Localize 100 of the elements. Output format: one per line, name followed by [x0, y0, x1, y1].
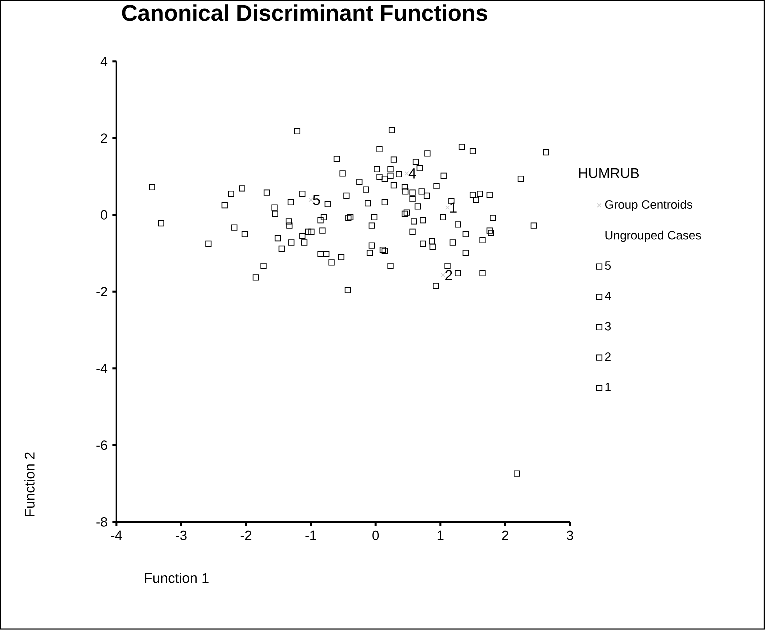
point	[402, 184, 408, 191]
point	[445, 206, 450, 210]
point	[344, 192, 350, 200]
point	[308, 198, 314, 203]
legend-label: 2	[605, 352, 611, 362]
point	[371, 214, 378, 221]
point	[286, 222, 293, 230]
point	[382, 199, 388, 206]
x-tick-label: -2	[240, 530, 252, 540]
y-tick-label: 0	[101, 210, 108, 220]
point	[334, 156, 340, 162]
point	[318, 251, 324, 258]
point	[473, 197, 480, 204]
point	[320, 214, 328, 221]
point	[324, 201, 331, 208]
point	[149, 184, 156, 191]
point	[260, 263, 267, 270]
y-tick-label: 4	[100, 57, 108, 66]
point	[450, 240, 456, 246]
legend-label: 5	[605, 262, 612, 270]
point	[455, 222, 462, 228]
point	[440, 172, 447, 180]
point	[514, 470, 520, 477]
point	[444, 263, 451, 270]
point	[320, 228, 326, 234]
point	[429, 238, 436, 245]
point	[410, 196, 416, 203]
x-tick-label: 0	[372, 530, 380, 540]
point	[206, 240, 212, 248]
point	[278, 246, 285, 252]
point	[477, 191, 484, 198]
point	[402, 188, 409, 195]
point	[424, 192, 430, 200]
point	[404, 210, 410, 216]
point	[434, 183, 440, 190]
point	[264, 190, 270, 196]
point	[308, 229, 315, 236]
point	[390, 182, 398, 189]
point	[462, 250, 469, 256]
point	[302, 240, 308, 246]
annotation: 5	[313, 195, 320, 206]
point	[470, 148, 476, 155]
point	[530, 222, 538, 230]
point	[480, 237, 486, 244]
point	[388, 127, 396, 134]
point	[410, 190, 416, 196]
chart-title: Canonical Discriminant Functions	[122, 4, 488, 22]
point	[288, 240, 295, 246]
legend-label: Ungrouped Cases	[606, 231, 702, 242]
point	[380, 247, 386, 254]
point	[346, 215, 352, 222]
point	[420, 240, 426, 248]
point	[486, 228, 493, 234]
annotation: 2	[446, 270, 452, 281]
point	[324, 251, 330, 258]
point	[390, 156, 398, 163]
point	[368, 222, 376, 230]
point	[365, 200, 372, 207]
point	[518, 176, 524, 182]
point	[480, 270, 486, 277]
point	[318, 218, 324, 224]
point	[388, 172, 394, 180]
point	[286, 218, 292, 225]
point	[488, 230, 494, 236]
point	[458, 144, 466, 150]
y-axis-title: Function 2	[24, 452, 35, 516]
point	[388, 263, 394, 270]
point	[305, 229, 312, 236]
point	[376, 146, 383, 153]
point	[274, 236, 282, 242]
point	[470, 192, 476, 198]
y-tick-label: 2	[101, 134, 108, 144]
point	[239, 186, 246, 192]
point	[410, 229, 416, 236]
point	[412, 159, 420, 166]
point	[363, 186, 370, 193]
point	[411, 218, 418, 225]
point	[543, 150, 550, 156]
point	[348, 214, 354, 221]
point	[402, 210, 408, 218]
point	[388, 166, 394, 173]
point	[294, 128, 301, 135]
point	[455, 270, 462, 277]
x-tick-label: 2	[502, 530, 508, 540]
point	[440, 214, 446, 221]
annotation: 4	[408, 168, 416, 179]
point	[440, 273, 446, 278]
point	[396, 171, 402, 178]
x-tick-label: -4	[111, 530, 122, 540]
legend-label: 3	[605, 322, 611, 331]
y-tick-label: -8	[96, 518, 108, 527]
point	[433, 283, 440, 290]
legend-label: 1	[606, 383, 611, 392]
point	[382, 248, 388, 254]
x-tick-label: 3	[567, 530, 574, 540]
point	[430, 244, 436, 250]
y-tick-label: -2	[96, 287, 108, 297]
point	[340, 170, 346, 177]
point	[382, 176, 388, 182]
point	[252, 274, 260, 281]
